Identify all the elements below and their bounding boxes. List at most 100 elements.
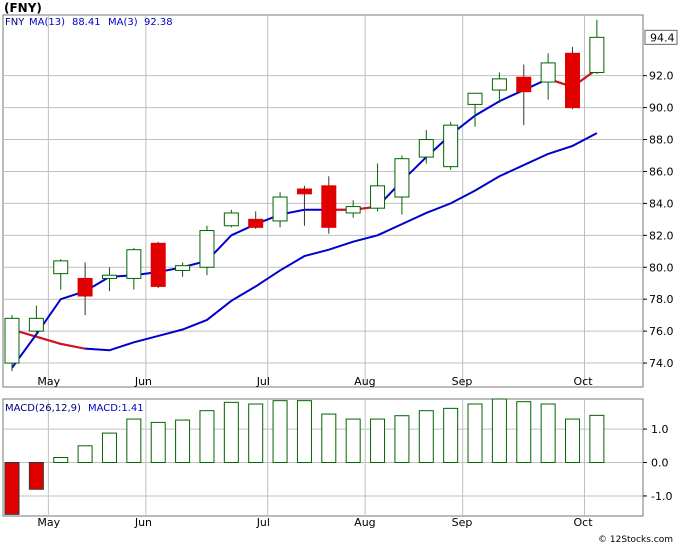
price-y-axis: 74.0 76.0 78.0 80.0 82.0 84.0 86.0 88.0 90.0 92.0 — [643, 70, 674, 370]
macd-bar — [4, 462, 20, 515]
price-x-tick-label: Sep — [452, 375, 473, 388]
price-y-tick-label: 74.0 — [649, 357, 674, 370]
price-x-tick-label: Jul — [256, 375, 270, 388]
candle — [370, 163, 386, 212]
ma-13-polyline — [11, 132, 598, 352]
macd-bar — [491, 398, 507, 464]
macd-bar — [321, 413, 337, 464]
candle-body-down — [150, 242, 166, 287]
candle — [516, 64, 532, 126]
candle-body-up — [345, 206, 361, 214]
candle-body-up — [491, 78, 507, 91]
price-grid — [3, 15, 643, 387]
candle — [418, 129, 434, 164]
candle — [199, 225, 215, 276]
legend-ma13-label: MA(13) — [29, 17, 65, 28]
macd-bar — [418, 410, 434, 464]
candle — [126, 248, 142, 290]
macd-bar — [175, 419, 191, 464]
candle — [345, 200, 361, 218]
candle-body-up — [199, 230, 215, 268]
macd-bar — [370, 418, 386, 464]
price-y-tick-label: 90.0 — [649, 102, 674, 115]
price-x-tick-label: Oct — [574, 375, 594, 388]
candle-body-up — [28, 317, 44, 332]
candle — [77, 262, 93, 316]
candle-body-up — [126, 249, 142, 279]
price-x-tick-label: Jun — [134, 375, 152, 388]
candle-body-up — [101, 274, 117, 279]
candle — [565, 46, 581, 110]
macd-bar — [516, 401, 532, 464]
price-y-tick-label: 78.0 — [649, 293, 674, 306]
macd-y-tick-label: 1.0 — [651, 423, 669, 436]
candle — [150, 241, 166, 289]
candle-body-down — [516, 76, 532, 93]
macd-bar — [53, 457, 69, 464]
price-y-tick-label: 88.0 — [649, 134, 674, 147]
macd-bar — [345, 418, 361, 464]
macd-x-tick-label: Oct — [574, 516, 594, 529]
legend-ticker: FNY — [5, 17, 25, 28]
candle-body-up — [53, 260, 69, 275]
candle — [101, 267, 117, 292]
macd-bar — [589, 414, 605, 464]
macd-y-axis: 1.0 0.0 -1.0 — [643, 423, 672, 503]
macd-x-axis: May Jun Jul Aug Sep Oct — [37, 516, 593, 529]
price-y-tick-label: 80.0 — [649, 261, 674, 274]
candle-body-up — [370, 185, 386, 209]
candle — [540, 53, 556, 100]
price-x-tick-label: Aug — [354, 375, 375, 388]
price-y-tick-label: 76.0 — [649, 325, 674, 338]
macd-bar — [443, 407, 459, 464]
candle-body-up — [589, 36, 605, 73]
macd-x-tick-label: Sep — [452, 516, 473, 529]
candle — [272, 192, 288, 228]
candle-body-down — [565, 52, 581, 109]
macd-x-tick-label: May — [37, 516, 60, 529]
macd-bar — [394, 415, 410, 464]
candle-body-up — [223, 212, 239, 227]
price-y-tick-label: 86.0 — [649, 165, 674, 178]
legend-ma3-value: 92.38 — [144, 17, 173, 28]
candle-body-up — [418, 139, 434, 158]
candle-body-down — [77, 277, 93, 297]
candle-body-up — [467, 92, 483, 105]
price-x-tick-label: May — [37, 375, 60, 388]
last-price-label: 94.4 — [650, 31, 675, 44]
macd-y-tick-label: -1.0 — [651, 490, 672, 503]
price-y-tick-label: 82.0 — [649, 229, 674, 242]
macd-x-tick-label: Aug — [354, 516, 375, 529]
candle-body-up — [443, 124, 459, 168]
candle — [321, 176, 337, 234]
price-legend: FNY MA(13) 88.41 MA(3) 92.38 — [5, 17, 173, 28]
candle-body-up — [175, 265, 191, 271]
chart-title: (FNY) — [4, 1, 42, 15]
candle-body-down — [248, 218, 264, 228]
macd-legend-value: MACD:1.41 — [88, 403, 144, 414]
candle-body-up — [394, 158, 410, 198]
macd-bar — [199, 410, 215, 464]
price-panel: 74.0 76.0 78.0 80.0 82.0 84.0 86.0 88.0 90.0 92.0… — [2, 14, 678, 388]
macd-bar — [223, 401, 239, 464]
macd-x-tick-label: Jul — [256, 516, 270, 529]
macd-bar — [28, 462, 44, 490]
ma-13-line — [11, 132, 598, 352]
footer-credit: © 12Stocks.com — [598, 535, 673, 545]
macd-bar — [272, 400, 288, 464]
candle-body-up — [272, 196, 288, 222]
macd-panel: 1.0 0.0 -1.0 May Jun Jul Aug Sep Oct MACD(26,12… — [2, 398, 672, 529]
macd-bar — [126, 418, 142, 464]
macd-legend-label: MACD(26,12,9) — [5, 403, 81, 414]
candle-body-down — [321, 185, 337, 228]
macd-bar — [77, 445, 93, 464]
candle — [491, 72, 507, 103]
price-y-tick-label: 92.0 — [649, 70, 674, 83]
candle — [248, 211, 264, 229]
candle — [467, 92, 483, 127]
candle — [175, 262, 191, 277]
macd-bar — [296, 400, 312, 464]
macd-bars — [4, 398, 605, 515]
candle-body-down — [296, 188, 312, 195]
